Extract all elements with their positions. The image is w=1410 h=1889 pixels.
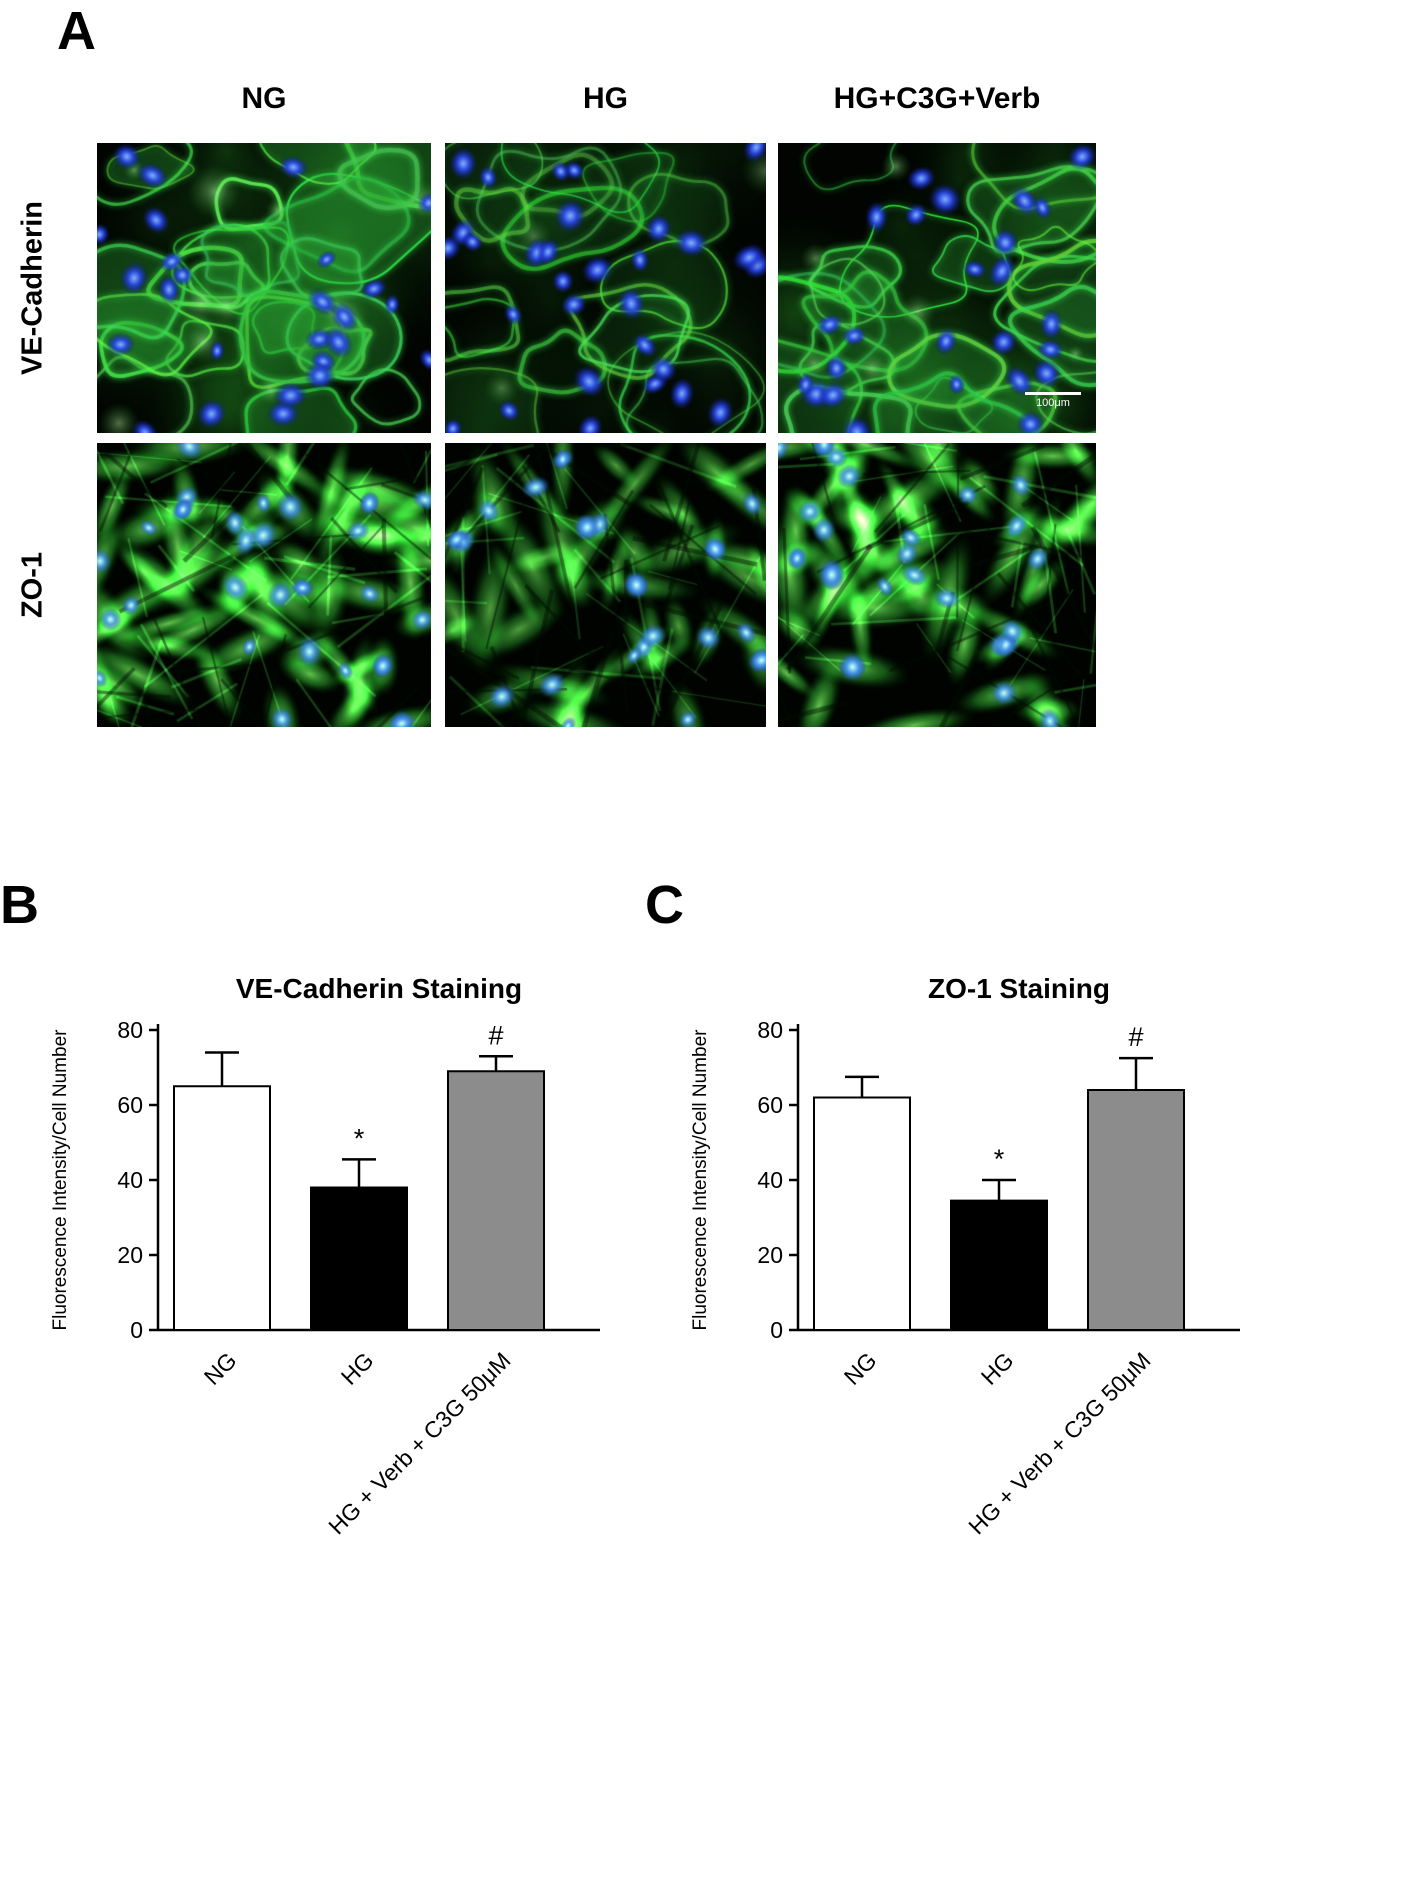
svg-text:20: 20 — [117, 1242, 143, 1268]
column-header-hg-c3g-verb: HG+C3G+Verb — [833, 82, 1041, 115]
svg-text:#: # — [488, 1020, 503, 1050]
svg-text:Fluorescence Intensity/Cell Nu: Fluorescence Intensity/Cell Number — [690, 1029, 711, 1331]
micrograph-zo1-ng — [97, 443, 431, 727]
svg-text:*: * — [354, 1123, 365, 1153]
row-label-zo1: ZO-1 — [16, 551, 49, 619]
column-header-ng: NG — [241, 82, 287, 115]
micrograph-ve-cadherin-hg — [445, 143, 766, 433]
svg-text:Fluorescence Intensity/Cell Nu: Fluorescence Intensity/Cell Number — [50, 1029, 71, 1331]
micrograph-zo1-hg — [445, 443, 766, 727]
svg-text:20: 20 — [757, 1242, 783, 1268]
svg-text:HG: HG — [336, 1347, 379, 1390]
scale-bar: 100μm — [1022, 392, 1084, 409]
svg-text:NG: NG — [839, 1347, 882, 1390]
row-label-ve-cadherin: VE-Cadherin — [16, 200, 49, 376]
micrograph-ve-cadherin-hg-c3g-verb — [778, 143, 1096, 433]
micrograph-zo1-hg-c3g-verb — [778, 443, 1096, 727]
svg-text:VE-Cadherin Staining: VE-Cadherin Staining — [236, 973, 522, 1004]
svg-text:0: 0 — [770, 1317, 783, 1343]
svg-text:80: 80 — [117, 1017, 143, 1043]
svg-text:80: 80 — [757, 1017, 783, 1043]
svg-text:60: 60 — [117, 1092, 143, 1118]
svg-text:40: 40 — [757, 1167, 783, 1193]
panel-c-label: C — [645, 875, 684, 935]
panel-a-label: A — [57, 1, 96, 61]
svg-text:ZO-1 Staining: ZO-1 Staining — [928, 973, 1110, 1004]
panel-b-label: B — [0, 875, 39, 935]
svg-text:NG: NG — [199, 1347, 242, 1390]
column-header-hg: HG — [583, 82, 628, 115]
svg-text:*: * — [994, 1144, 1005, 1174]
scale-bar-label: 100μm — [1036, 397, 1070, 409]
svg-text:HG: HG — [976, 1347, 1019, 1390]
svg-text:60: 60 — [757, 1092, 783, 1118]
scale-bar-line — [1025, 392, 1081, 395]
micrograph-ve-cadherin-ng — [97, 143, 431, 433]
ve-cadherin-staining-chart: VE-Cadherin Staining Fluorescence Intensi… — [40, 960, 640, 1585]
svg-text:40: 40 — [117, 1167, 143, 1193]
svg-text:0: 0 — [130, 1317, 143, 1343]
zo1-staining-chart: ZO-1 Staining Fluorescence Intensity/Cell… — [680, 960, 1280, 1585]
svg-text:#: # — [1128, 1022, 1143, 1052]
